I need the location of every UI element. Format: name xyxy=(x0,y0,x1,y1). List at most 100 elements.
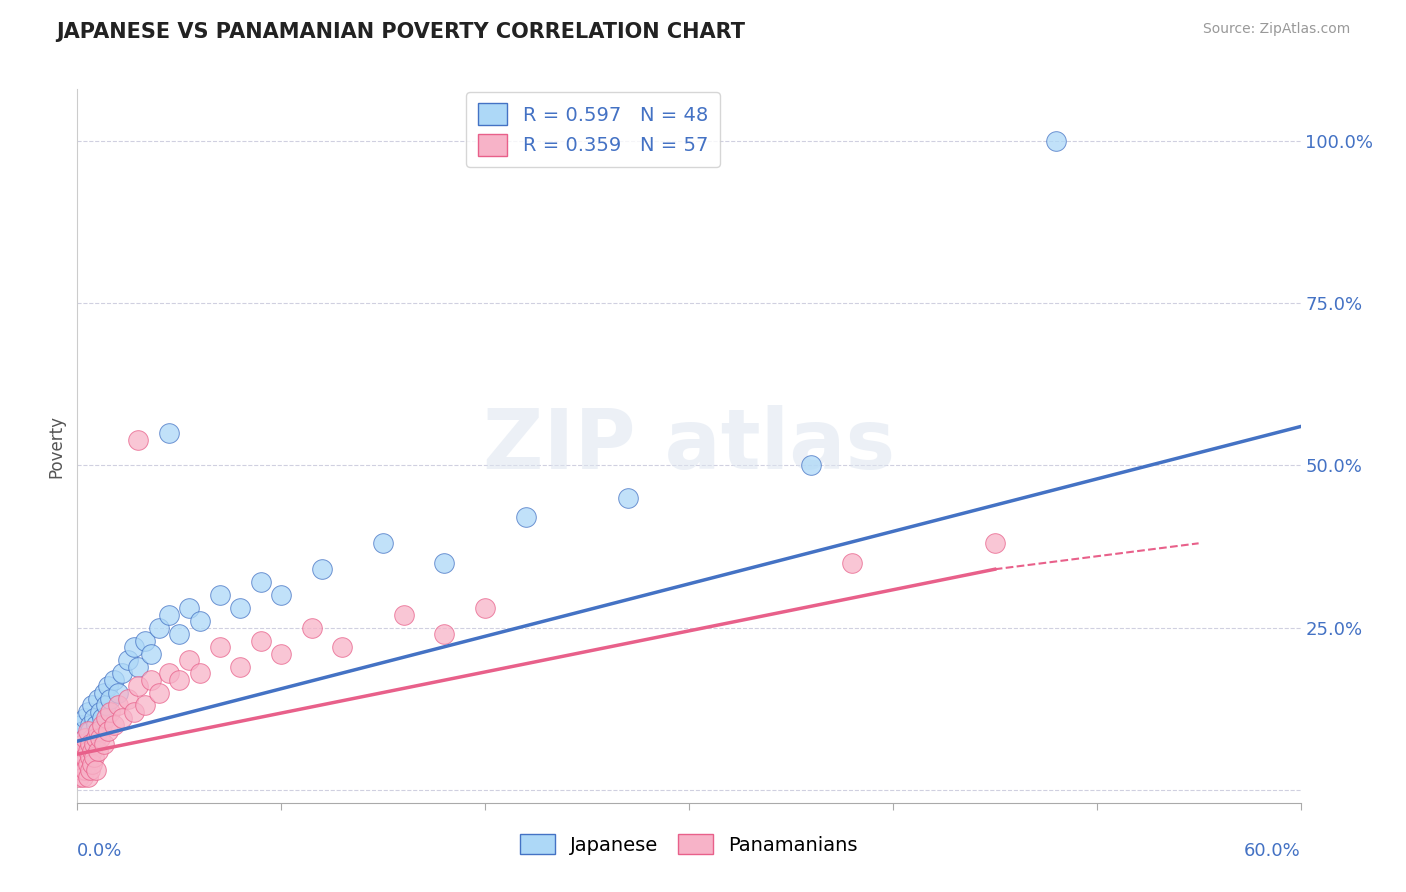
Point xyxy=(169,673,191,687)
Point xyxy=(188,666,211,681)
Point xyxy=(841,556,863,570)
Legend: R = 0.597   N = 48, R = 0.359   N = 57: R = 0.597 N = 48, R = 0.359 N = 57 xyxy=(467,92,720,167)
Text: JAPANESE VS PANAMANIAN POVERTY CORRELATION CHART: JAPANESE VS PANAMANIAN POVERTY CORRELATI… xyxy=(56,22,745,42)
Point xyxy=(89,705,111,719)
Point xyxy=(128,679,150,693)
Text: Source: ZipAtlas.com: Source: ZipAtlas.com xyxy=(1202,22,1350,37)
Point xyxy=(103,673,125,687)
Point xyxy=(209,640,232,654)
Point xyxy=(83,738,105,752)
Point xyxy=(139,647,162,661)
Point xyxy=(250,633,273,648)
Point xyxy=(474,601,496,615)
Point xyxy=(250,575,273,590)
Point xyxy=(79,738,101,752)
Point xyxy=(111,711,134,725)
Point xyxy=(128,433,150,447)
Point xyxy=(80,698,103,713)
Point xyxy=(72,756,94,771)
Point xyxy=(117,692,139,706)
Point xyxy=(111,666,134,681)
Point xyxy=(84,718,107,732)
Text: 0.0%: 0.0% xyxy=(77,842,122,860)
Point xyxy=(75,731,97,745)
Point xyxy=(270,647,292,661)
Point xyxy=(70,744,93,758)
Point xyxy=(83,750,105,764)
Point xyxy=(79,724,101,739)
Point xyxy=(433,556,456,570)
Point xyxy=(72,738,94,752)
Point xyxy=(107,698,129,713)
Point xyxy=(76,724,98,739)
Point xyxy=(169,627,191,641)
Point xyxy=(87,724,110,739)
Point xyxy=(229,601,252,615)
Point xyxy=(76,744,98,758)
Point xyxy=(157,425,180,440)
Point xyxy=(301,621,323,635)
Point xyxy=(984,536,1007,550)
Point xyxy=(392,607,415,622)
Text: 60.0%: 60.0% xyxy=(1244,842,1301,860)
Point xyxy=(179,601,201,615)
Point xyxy=(80,756,103,771)
Point xyxy=(179,653,201,667)
Point xyxy=(515,510,537,524)
Point xyxy=(188,614,211,628)
Point xyxy=(90,718,112,732)
Point xyxy=(134,698,156,713)
Point xyxy=(75,731,97,745)
Point xyxy=(311,562,333,576)
Point xyxy=(87,692,110,706)
Point xyxy=(124,705,146,719)
Point xyxy=(84,731,107,745)
Point xyxy=(72,724,94,739)
Point xyxy=(75,711,97,725)
Point xyxy=(70,764,93,778)
Point xyxy=(67,731,90,745)
Text: ZIP atlas: ZIP atlas xyxy=(482,406,896,486)
Point xyxy=(79,718,101,732)
Point xyxy=(157,666,180,681)
Point xyxy=(87,724,110,739)
Point xyxy=(107,685,129,699)
Point xyxy=(433,627,456,641)
Point xyxy=(371,536,394,550)
Point xyxy=(617,491,640,505)
Point xyxy=(79,764,101,778)
Point xyxy=(76,756,98,771)
Point xyxy=(76,738,98,752)
Point xyxy=(70,750,93,764)
Point xyxy=(80,731,103,745)
Point xyxy=(800,458,823,473)
Point xyxy=(1045,134,1067,148)
Point xyxy=(75,764,97,778)
Point xyxy=(148,621,170,635)
Point xyxy=(90,711,112,725)
Point xyxy=(80,744,103,758)
Point xyxy=(89,731,111,745)
Point xyxy=(84,764,107,778)
Point xyxy=(93,685,115,699)
Point xyxy=(70,718,93,732)
Point xyxy=(97,724,120,739)
Point xyxy=(93,738,115,752)
Point xyxy=(83,711,105,725)
Point xyxy=(117,653,139,667)
Point xyxy=(98,692,121,706)
Point xyxy=(75,750,97,764)
Point xyxy=(209,588,232,602)
Point xyxy=(94,698,117,713)
Point xyxy=(67,770,90,784)
Point xyxy=(134,633,156,648)
Point xyxy=(157,607,180,622)
Point xyxy=(70,744,93,758)
Point xyxy=(87,744,110,758)
Point xyxy=(72,770,94,784)
Point xyxy=(67,756,90,771)
Y-axis label: Poverty: Poverty xyxy=(48,415,66,477)
Point xyxy=(97,679,120,693)
Point xyxy=(139,673,162,687)
Point xyxy=(124,640,146,654)
